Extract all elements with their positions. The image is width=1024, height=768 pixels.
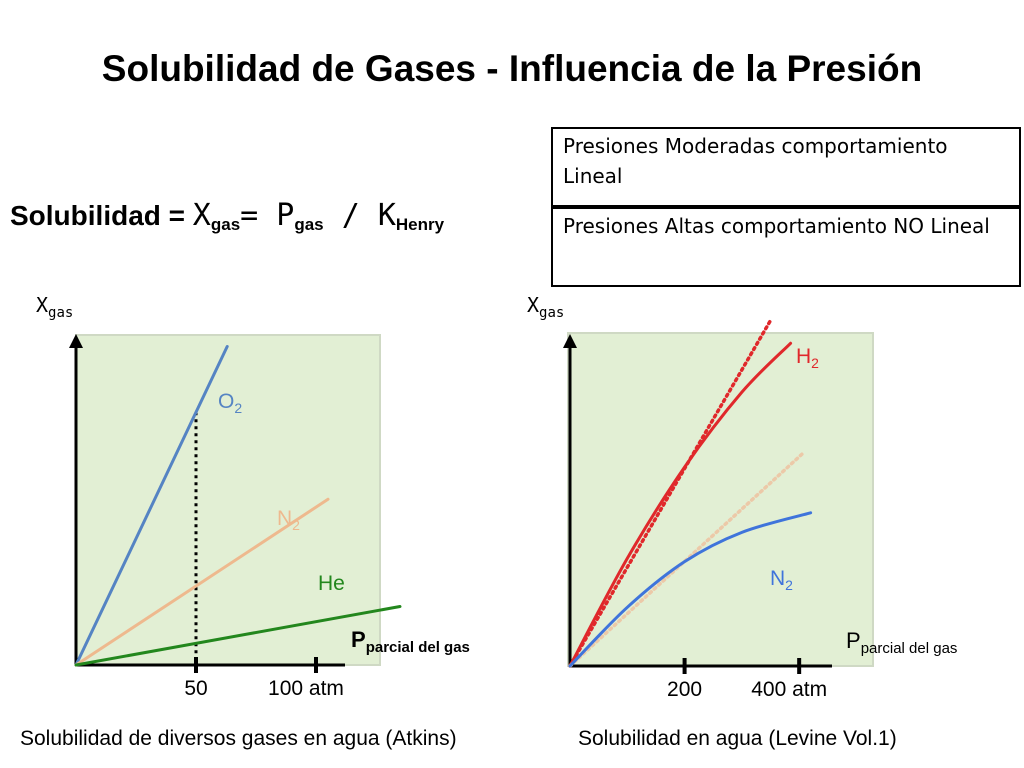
left-series-label-o2: O2 — [218, 390, 242, 416]
formula-eq2: / K — [323, 198, 396, 233]
left-tick-label-0: 50 — [184, 677, 207, 700]
right-series-label-n2: N2 — [770, 567, 793, 593]
right-series-h2 — [568, 341, 793, 668]
left-plot-area — [75, 334, 381, 666]
right-y-label: Xgas — [527, 293, 564, 321]
note-high-pressure: Presiones Altas comportamiento NO Lineal — [551, 207, 1021, 287]
left-x-label: Pparcial del gas — [351, 627, 470, 656]
formula-label: Solubilidad = — [10, 200, 186, 231]
formula-x-sub: gas — [210, 215, 241, 234]
right-series-label-h2: H2 — [796, 345, 819, 371]
right-tick-label-0: 200 — [667, 678, 702, 701]
formula-x: X — [192, 198, 211, 233]
left-y-axis-arrow — [69, 334, 83, 348]
note-moderate-pressure: Presiones Moderadas comportamiento Linea… — [551, 127, 1021, 207]
formula-k-sub: Henry — [395, 215, 445, 234]
left-series-label-n2: N2 — [277, 507, 300, 533]
left-tick-label-1: 100 atm — [268, 677, 344, 700]
right-y-axis-arrow — [563, 334, 577, 348]
left-series-o2 — [74, 345, 229, 667]
left-chart-caption: Solubilidad de diversos gases en agua (A… — [20, 727, 457, 750]
left-series-n2 — [74, 497, 330, 667]
right-chart-caption: Solubilidad en agua (Levine Vol.1) — [578, 727, 897, 750]
right-tick-label-1: 400 atm — [751, 678, 827, 701]
left-y-label: Xgas — [36, 293, 73, 321]
page-title: Solubilidad de Gases - Influencia de la … — [101, 48, 923, 89]
henry-formula: Solubilidad = Xgas= Pgas / KHenry — [10, 198, 444, 235]
right-series-h2-ideal — [568, 318, 773, 668]
formula-eq1: = P — [240, 198, 295, 233]
left-series-he — [74, 605, 402, 667]
right-x-label: Pparcial del gas — [846, 628, 957, 657]
right-plot-area — [567, 332, 874, 667]
right-series-n2 — [568, 511, 813, 668]
formula-p-sub: gas — [294, 215, 324, 234]
left-series-label-he: He — [318, 572, 345, 595]
